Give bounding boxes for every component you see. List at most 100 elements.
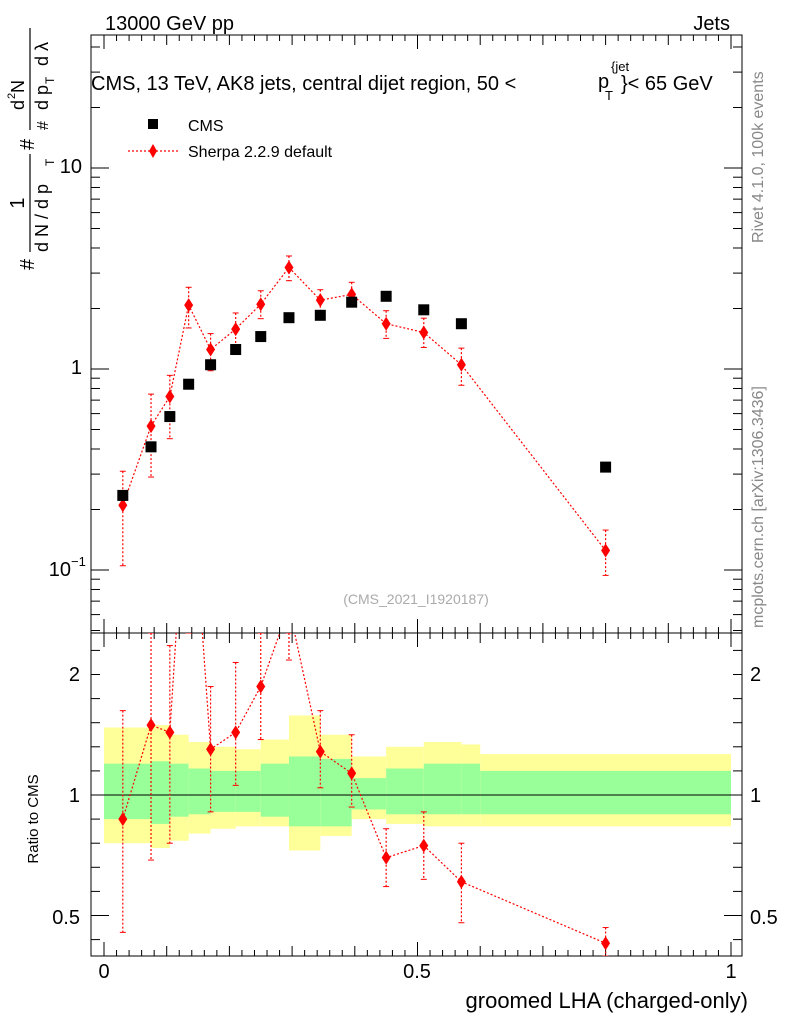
ylabel-T-1: T	[43, 158, 57, 166]
main-sherpa-series	[118, 255, 611, 576]
ytick-label-1: 1	[71, 357, 82, 379]
legend-cms-label: CMS	[188, 118, 224, 135]
ratio-ytick-0.5-right: 0.5	[750, 907, 778, 929]
title-main: CMS, 13 TeV, AK8 jets, central dijet reg…	[91, 73, 516, 95]
xtick-label-0: 0	[98, 961, 109, 983]
ytick-label-10: 10	[60, 156, 82, 178]
header-right: Jets	[693, 13, 730, 35]
ylabel-num-sq: 2	[6, 93, 18, 99]
ratio-sherpa-point-0	[118, 812, 128, 827]
band-green-4	[210, 770, 236, 812]
ylabel-dlambda: d λ	[32, 42, 52, 66]
main-y-axis-title: # 1 d N / d p T # d 2 N # d p T d λ	[6, 28, 57, 270]
main-cms-point-8	[314, 309, 326, 321]
main-cms-point-10	[380, 290, 392, 302]
main-cms-point-7	[283, 312, 295, 324]
ratio-ytick-2-right: 2	[750, 664, 761, 686]
ratio-sherpa-point-1	[146, 718, 156, 733]
ratio-sherpa-point-9	[347, 766, 357, 781]
main-cms-point-9	[346, 296, 358, 308]
title-T: T	[605, 88, 613, 103]
main-cms-point-1	[145, 441, 157, 453]
legend: CMS Sherpa 2.2.9 default	[128, 118, 333, 161]
band-green-13	[480, 770, 731, 815]
main-sherpa-point-0	[118, 498, 128, 513]
legend-cms-marker	[148, 119, 158, 129]
ratio-ytick-1: 1	[69, 785, 80, 807]
ratio-sherpa-point-2	[165, 725, 175, 740]
main-cms-point-12	[455, 318, 467, 330]
ratio-sherpa-point-7	[284, 600, 293, 614]
band-green-10	[386, 768, 424, 815]
ratio-sherpa-point-4	[206, 742, 216, 757]
main-cms-point-6	[255, 331, 267, 343]
ratio-sherpa-series	[118, 431, 611, 956]
ratio-sherpa-line	[122, 633, 606, 944]
main-cms-point-13	[600, 461, 612, 473]
main-sherpa-point-7	[284, 260, 294, 275]
main-cms-point-5	[230, 344, 242, 356]
ratio-y-axis-title: Ratio to CMS	[25, 774, 42, 863]
main-sherpa-point-12	[456, 357, 466, 372]
ylabel-num-d: d	[8, 100, 28, 110]
ratio-sherpa-point-8	[315, 744, 325, 759]
ratio-uncertainty-bands	[104, 715, 731, 851]
analysis-watermark: (CMS_2021_I1920187)	[343, 591, 489, 607]
ratio-ytick-2: 2	[69, 664, 80, 686]
main-sherpa-point-4	[206, 342, 216, 357]
ylabel-hash-3: #	[35, 121, 52, 130]
title-p: p	[598, 71, 609, 93]
ratio-sherpa-point-10	[381, 850, 391, 865]
main-sherpa-point-1	[146, 419, 156, 434]
main-sherpa-point-3	[184, 298, 194, 313]
band-green-0	[104, 763, 152, 820]
main-sherpa-point-10	[381, 316, 391, 331]
ratio-ytick-1-right: 1	[750, 785, 761, 807]
band-green-1	[151, 761, 170, 824]
band-green-2	[169, 763, 189, 817]
band-green-7	[288, 756, 321, 827]
main-cms-series	[117, 290, 612, 501]
header-left: 13000 GeV pp	[105, 13, 234, 35]
ylabel-hash-2: #	[17, 138, 39, 150]
title-jet: {jet	[611, 59, 629, 74]
main-sherpa-point-13	[601, 543, 611, 558]
ytick-label-0.1-base: 10	[49, 559, 71, 581]
ratio-sherpa-point-11	[419, 838, 429, 853]
legend-sherpa-label: Sherpa 2.2.9 default	[188, 144, 333, 161]
ylabel-den-dp: d p	[32, 85, 52, 110]
band-green-12	[461, 763, 481, 815]
main-cms-point-4	[205, 359, 217, 371]
band-green-6	[260, 763, 289, 817]
ratio-sherpa-point-5	[231, 725, 241, 740]
ytick-label-0.1-exp: −1	[71, 554, 86, 569]
ratio-sherpa-point-6	[256, 679, 266, 694]
main-cms-point-2	[164, 411, 176, 423]
rivet-label: Rivet 4.1.0, 100k events	[750, 71, 767, 243]
band-green-3	[188, 768, 211, 815]
main-sherpa-point-8	[315, 293, 325, 308]
xtick-label-1: 1	[725, 961, 736, 983]
main-sherpa-line	[122, 266, 607, 551]
main-sherpa-point-6	[256, 297, 266, 312]
ratio-sherpa-point-3	[184, 431, 193, 445]
main-sherpa-point-11	[419, 325, 429, 340]
main-cms-point-3	[183, 378, 195, 390]
band-green-11	[423, 763, 462, 815]
ylabel-num-N: N	[8, 80, 28, 93]
band-green-8	[320, 758, 352, 827]
main-cms-point-0	[117, 489, 129, 501]
main-cms-point-11	[418, 304, 430, 316]
ylabel-one: 1	[7, 197, 29, 208]
chart-title: CMS, 13 TeV, AK8 jets, central dijet reg…	[91, 73, 516, 95]
main-sherpa-point-5	[231, 322, 241, 337]
mcplots-label: mcplots.cern.ch [arXiv:1306.3436]	[750, 386, 767, 628]
main-sherpa-point-2	[165, 389, 175, 404]
ytick-label-0.1: 10	[49, 559, 71, 581]
ratio-ytick-0.5: 0.5	[52, 907, 80, 929]
ratio-sherpa-point-12	[456, 874, 466, 889]
xtick-label-0.5: 0.5	[403, 961, 431, 983]
title-close: }< 65 GeV	[621, 73, 713, 95]
ratio-sherpa-point-13	[601, 936, 611, 951]
